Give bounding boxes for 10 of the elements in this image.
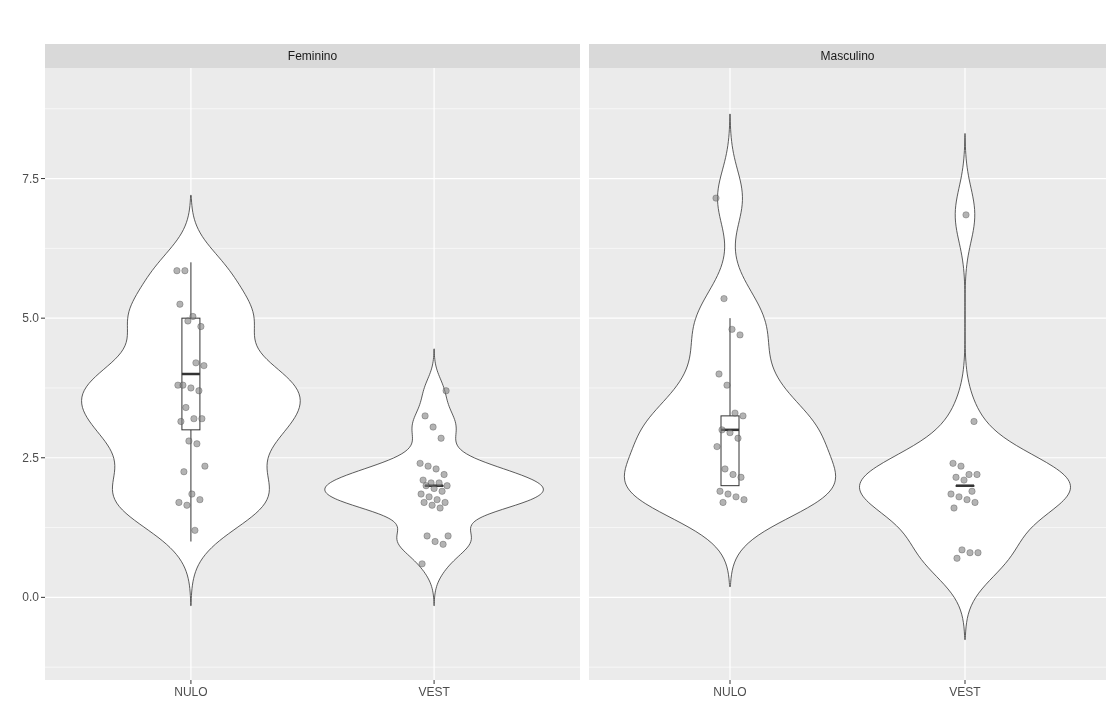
chart-title: Masculino: [820, 49, 875, 63]
x-tick-label: VEST: [949, 685, 982, 699]
x-tick-label: VEST: [418, 685, 451, 699]
x-tick-label: NULO: [174, 685, 208, 699]
y-tick-label: 2.5: [22, 450, 40, 465]
y-tick-label: 7.5: [22, 171, 40, 186]
y-tick-label: 5.0: [22, 311, 40, 326]
x-tick-label: NULO: [713, 685, 747, 699]
chart-title: Feminino: [287, 49, 338, 63]
y-tick-label: 0.0: [22, 590, 40, 605]
